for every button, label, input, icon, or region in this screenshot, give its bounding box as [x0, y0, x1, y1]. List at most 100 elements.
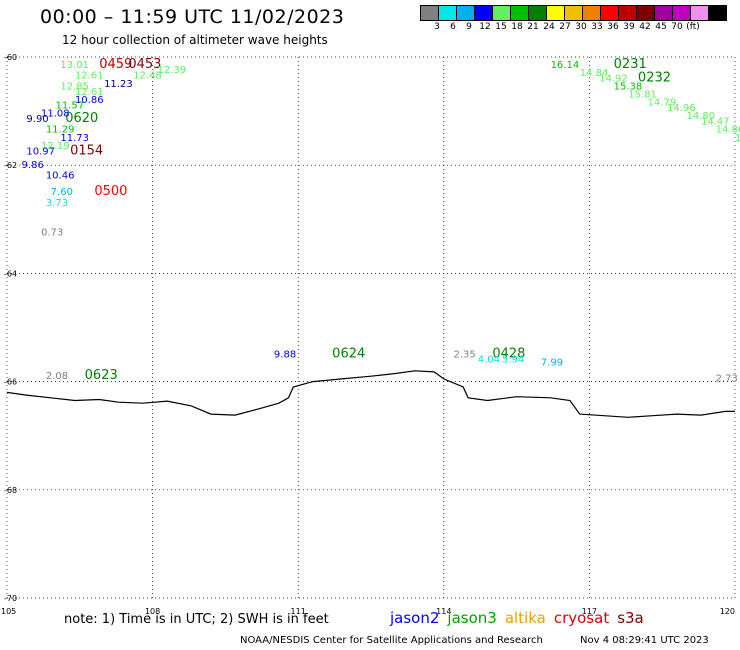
scale-label: 21	[527, 22, 539, 32]
lat-tick-label: -70	[4, 594, 17, 603]
wave-height-label: 14.47	[701, 117, 730, 128]
wave-height-label: 12.39	[157, 65, 186, 76]
wave-height-label: 11.23	[104, 79, 133, 90]
wave-height-label: 9.90	[26, 114, 48, 125]
scale-swatch	[582, 5, 601, 21]
color-scale-legend: 3 6 9 12 15 18 21 24 27 30 33 36 39 42 45 70 (ft)	[420, 5, 727, 33]
wave-height-label: 11.57	[56, 100, 85, 111]
wave-height-label: 14.84	[580, 68, 609, 79]
scale-label: 70	[671, 22, 683, 32]
legend-entry: s3a	[617, 609, 644, 627]
lon-tick-label: 108	[145, 607, 160, 616]
pass-time-label: 0459	[99, 57, 132, 72]
wave-height-label: 15.38	[614, 81, 643, 92]
scale-swatch	[438, 5, 457, 21]
wave-height-label: 14.86	[716, 125, 740, 136]
wave-height-label: 7.99	[541, 357, 563, 368]
pass-time-label: 0453	[128, 57, 161, 72]
wave-height-label: 4.04	[478, 355, 500, 366]
wave-height-label: 10.97	[26, 146, 55, 157]
scale-label: 3	[434, 22, 440, 32]
scale-swatch	[654, 5, 673, 21]
lat-tick-label: -64	[4, 269, 17, 278]
wave-height-label: 11.08	[41, 109, 70, 120]
scale-label: 36	[607, 22, 619, 32]
wave-height-label: 9.88	[274, 349, 296, 360]
scale-swatch	[510, 5, 529, 21]
lon-tick-label: 120	[720, 607, 735, 616]
generated-timestamp: Nov 4 08:29:41 UTC 2023	[580, 635, 709, 646]
scale-label: 18	[511, 22, 523, 32]
wave-height-label: 2.08	[46, 371, 68, 382]
scale-label: 15	[495, 22, 507, 32]
scale-label: 6	[450, 22, 456, 32]
scale-label: (ft)	[686, 22, 700, 32]
legend-entry: altika	[504, 609, 546, 627]
pass-time-label: 0232	[638, 70, 671, 85]
axis-labels: -60 -62 -64 -66 -68 -70 105 108 111 114 117 120	[1, 53, 735, 616]
wave-height-label: 14.92	[599, 73, 628, 84]
pass-time-label: 0231	[614, 57, 647, 72]
scale-label: 33	[591, 22, 603, 32]
pass-time-label: 0154	[70, 143, 103, 158]
lat-tick-label: -60	[4, 53, 17, 62]
scale-swatch	[708, 5, 727, 21]
scale-swatch	[636, 5, 655, 21]
scale-label: 30	[575, 22, 587, 32]
wave-height-label: 10.86	[75, 95, 104, 106]
wave-height-label: 2.35	[454, 349, 476, 360]
wave-height-label: 15.15	[735, 133, 740, 144]
wave-height-label: 12.19	[41, 141, 70, 152]
page-subtitle: 12 hour collection of altimeter wave hei…	[62, 33, 328, 47]
pass-time-label: 0623	[85, 368, 118, 383]
scale-swatch	[546, 5, 565, 21]
scale-label: 39	[623, 22, 635, 32]
wave-height-label: 10.46	[46, 171, 75, 182]
scale-swatch	[690, 5, 709, 21]
scale-label: 24	[543, 22, 555, 32]
wave-height-label: 11.29	[46, 125, 75, 136]
scale-swatch	[474, 5, 493, 21]
scale-label: 9	[466, 22, 472, 32]
coastline	[6, 370, 735, 418]
scale-swatch	[600, 5, 619, 21]
pass-time-label: 0500	[94, 184, 127, 199]
pass-time-label: 0428	[492, 346, 525, 361]
scale-label: 42	[639, 22, 651, 32]
scale-label: 12	[479, 22, 491, 32]
lon-tick-label: 105	[1, 607, 16, 616]
wave-height-label: 12.61	[75, 71, 104, 82]
pass-time-label: 0624	[332, 346, 365, 361]
scale-swatch	[618, 5, 637, 21]
wave-height-label: 7.60	[51, 187, 73, 198]
footnote: note: 1) Time is in UTC; 2) SWH is in fe…	[64, 612, 329, 627]
wave-height-label: 2.73	[716, 374, 738, 385]
lat-tick-label: -68	[4, 486, 17, 495]
wave-height-label: 16.14	[551, 60, 580, 71]
legend-entry: cryosat	[553, 609, 610, 627]
lon-tick-label: 111	[291, 607, 306, 616]
lon-tick-label: 117	[582, 607, 597, 616]
scale-swatch	[528, 5, 547, 21]
wave-height-label: 12.48	[133, 71, 162, 82]
lat-lon-grid	[6, 56, 736, 599]
scale-label: 27	[559, 22, 571, 32]
wave-height-label: 12.61	[75, 87, 104, 98]
wave-height-label: 14.79	[648, 98, 677, 109]
wave-height-label: 15.81	[628, 90, 657, 101]
pass-time-label: 0620	[65, 111, 98, 126]
satellite-legend: jason2 jason3 altika cryosat s3a	[390, 609, 652, 627]
credit-line: NOAA/NESDIS Center for Satellite Applica…	[240, 635, 543, 646]
lat-tick-label: -66	[4, 378, 17, 387]
wave-height-label: 11.73	[60, 133, 89, 144]
legend-entry: jason2	[390, 609, 440, 627]
wave-height-label: 12.85	[60, 81, 89, 92]
scale-swatch	[564, 5, 583, 21]
wave-height-label: 5.94	[502, 355, 524, 366]
scale-label: 45	[655, 22, 667, 32]
scale-swatch	[492, 5, 511, 21]
page-title: 00:00 – 11:59 UTC 11/02/2023	[40, 6, 345, 28]
wave-height-label: 3.73	[46, 198, 68, 209]
